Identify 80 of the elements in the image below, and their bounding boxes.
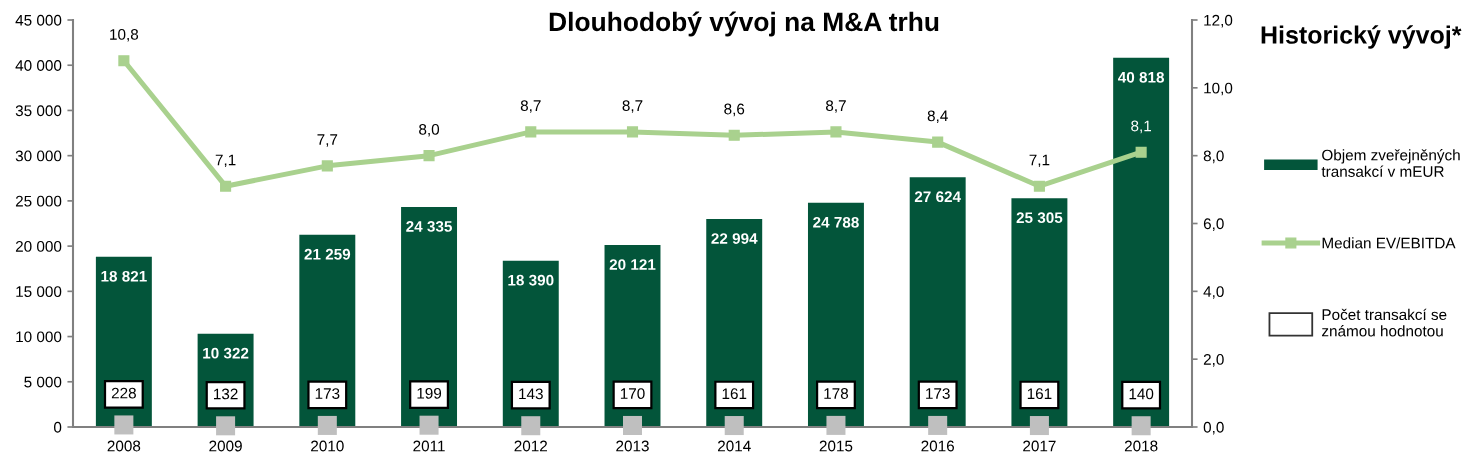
x-tick-label: 2011 — [413, 440, 445, 452]
data-label: 8,7 — [520, 100, 541, 113]
data-label: 132 — [214, 388, 238, 400]
data-label: 21 259 — [304, 248, 351, 260]
data-label: 24 788 — [813, 216, 859, 228]
data-label: 10,8 — [110, 28, 139, 42]
legend-label: Objem zveřejněných transakcí v mEUR — [1321, 149, 1460, 177]
x-tick-label: 2018 — [1124, 440, 1158, 452]
data-label: 140 — [1129, 388, 1154, 400]
y2-tick-label: 6,0 — [1203, 218, 1224, 231]
y2-tick-label: 12,0 — [1204, 14, 1233, 28]
x-tick-label: 2008 — [107, 440, 141, 452]
data-label: 20 121 — [609, 259, 656, 270]
x-tick-label: 2014 — [718, 440, 751, 452]
y-tick-label: 45 000 — [15, 14, 62, 26]
point — [626, 126, 639, 138]
data-label: 7,1 — [1029, 154, 1050, 168]
y-tick-label: 15 000 — [16, 286, 62, 298]
text: Počet transakcí se známou hodnotou — [1322, 308, 1447, 337]
text: Historický vývoj* — [1261, 25, 1462, 49]
point — [1135, 146, 1147, 158]
data-label: 161 — [722, 388, 747, 400]
y-tick-label: 30 000 — [15, 150, 62, 162]
chart-title: Dlouhodobý vývoj na M&A trhu — [549, 11, 939, 37]
bar — [807, 202, 864, 427]
data-label: 24 335 — [406, 221, 452, 232]
data-label: 27 624 — [914, 191, 961, 203]
y-tick-label: 35 000 — [15, 105, 62, 117]
data-label: 8,6 — [724, 103, 745, 117]
y2-tick-label: 4,0 — [1203, 286, 1224, 299]
point — [118, 55, 130, 67]
x-tick-label: 2010 — [311, 440, 344, 452]
y2-tick-label: 8,0 — [1203, 150, 1224, 164]
y-tick-label: 25 000 — [15, 195, 62, 207]
point — [830, 126, 842, 138]
data-label: 8,0 — [419, 123, 440, 137]
y2-tick-label: 0,0 — [1203, 421, 1224, 435]
point — [525, 126, 537, 138]
data-label: 40 818 — [1118, 71, 1165, 83]
data-label: 173 — [315, 388, 340, 399]
data-label: 161 — [1027, 388, 1052, 400]
data-label: 228 — [111, 387, 136, 399]
data-label: 8,4 — [927, 110, 948, 124]
data-label: 8,7 — [826, 100, 846, 113]
point — [1033, 180, 1045, 192]
data-label: 173 — [926, 388, 950, 399]
y-tick-label: 5 000 — [24, 376, 62, 388]
data-label: 22 994 — [711, 233, 758, 244]
y-tick-label: 0 — [53, 421, 62, 433]
point — [220, 180, 232, 192]
x-tick-label: 2015 — [819, 440, 853, 452]
data-label: 199 — [417, 387, 442, 399]
y2-tick-label: 10,0 — [1204, 82, 1233, 96]
y2-tick-label: 2,0 — [1203, 354, 1224, 367]
x-tick-label: 2009 — [209, 440, 242, 452]
bar — [1113, 57, 1170, 427]
y-tick-label: 20 000 — [15, 240, 62, 252]
data-label: 143 — [519, 388, 543, 400]
data-label: 10 322 — [203, 347, 249, 359]
x-tick-label: 2013 — [616, 440, 649, 452]
data-label: 18 821 — [101, 270, 147, 282]
data-label: 25 305 — [1016, 212, 1063, 224]
data-label: 178 — [824, 388, 849, 399]
point — [728, 129, 740, 141]
x-tick-label: 2016 — [921, 440, 955, 452]
data-label: 8,1 — [1131, 120, 1152, 134]
data-label: 7,1 — [215, 154, 236, 168]
y-tick-label: 10 000 — [16, 331, 62, 343]
y-tick-label: 40 000 — [15, 60, 62, 71]
point — [932, 136, 944, 148]
data-label: 18 390 — [508, 274, 554, 286]
data-label: 7,7 — [317, 134, 338, 147]
x-tick-label: 2017 — [1023, 440, 1056, 452]
point — [423, 150, 435, 162]
x-tick-label: 2012 — [514, 440, 547, 452]
point — [321, 160, 333, 172]
data-label: 8,7 — [622, 100, 643, 113]
legend-label: Median EV/EBITDA — [1322, 237, 1456, 249]
bar — [909, 177, 966, 427]
data-label: 170 — [620, 388, 645, 400]
